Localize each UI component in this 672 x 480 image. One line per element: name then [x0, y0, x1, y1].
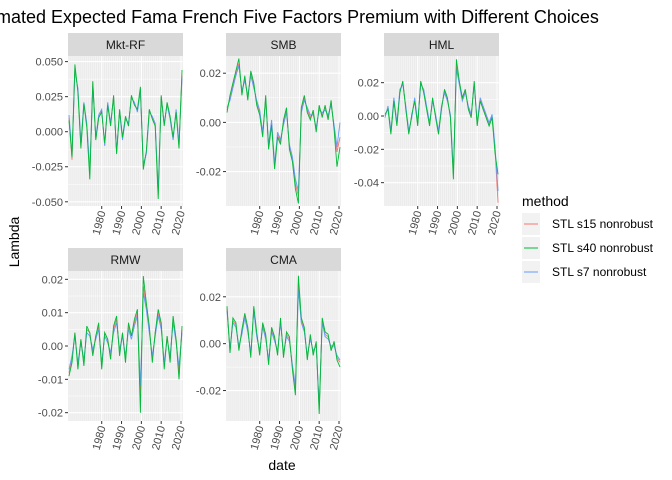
x-tick-label: 1980	[91, 425, 109, 452]
x-tick-label: 2010	[308, 425, 326, 452]
y-axis-label: Lambda	[6, 216, 22, 267]
facet-strip-label: CMA	[270, 253, 297, 267]
x-axis-label: date	[268, 457, 295, 473]
x-tick-label: 1980	[249, 425, 267, 452]
series-line-s40	[68, 275, 183, 413]
x-tick-label: 1980	[249, 210, 267, 237]
x-tick-label: 1980	[91, 210, 109, 237]
y-tick-label: -0.025	[32, 162, 63, 174]
x-tick-label: 2010	[150, 210, 168, 237]
x-tick-label: 1990	[427, 210, 445, 237]
y-tick-label: 0.02	[200, 68, 221, 80]
x-tick-label: 2000	[130, 210, 148, 237]
x-tick-label: 2000	[130, 425, 148, 452]
chart-title: mated Expected Fama French Five Factors …	[0, 7, 599, 27]
y-tick-label: -0.02	[354, 144, 379, 156]
x-tick-label: 2010	[466, 210, 484, 237]
facet-strip	[68, 248, 183, 271]
y-tick-label: 0.00	[358, 111, 379, 123]
y-tick-label: 0.050	[35, 57, 63, 69]
y-tick-label: 0.02	[200, 292, 221, 304]
y-tick-label: 0.00	[200, 339, 221, 351]
y-tick-label: 0.02	[358, 78, 379, 90]
legend-label-s15: STL s15 nonrobust	[552, 217, 654, 231]
x-tick-label: 2000	[446, 210, 464, 237]
facet-strip	[226, 33, 341, 56]
x-tick-label: 1990	[111, 210, 129, 237]
facet-strip-label: RMW	[111, 253, 142, 267]
x-tick-label: 2010	[150, 425, 168, 452]
y-tick-label: 0.01	[42, 308, 63, 320]
x-tick-label: 2000	[288, 425, 306, 452]
y-tick-label: -0.02	[196, 386, 221, 398]
y-tick-label: 0.025	[35, 92, 63, 104]
x-tick-label: 2020	[328, 425, 346, 452]
y-tick-label: -0.02	[38, 408, 63, 420]
y-tick-label: -0.050	[32, 197, 63, 209]
legend-label-s7: STL s7 nonrobust	[552, 265, 647, 279]
x-tick-label: 2020	[170, 425, 188, 452]
series-line-s40	[68, 64, 183, 200]
x-tick-label: 2010	[308, 210, 326, 237]
x-tick-label: 2020	[486, 210, 504, 237]
y-tick-label: -0.02	[196, 167, 221, 179]
x-tick-label: 2000	[288, 210, 306, 237]
facet-strip	[226, 248, 341, 271]
x-tick-label: 2020	[170, 210, 188, 237]
series-line-s40	[226, 58, 341, 204]
facet-strip	[384, 33, 499, 56]
legend-label-s40: STL s40 nonrobust	[552, 241, 654, 255]
legend-item-s7: STL s7 nonrobust	[522, 261, 647, 283]
legend-title: method	[522, 193, 569, 209]
series-line-s40	[226, 275, 341, 415]
facet-hml: HML 0.02 0.00 -0.02 -0.04 1980 1990 2000 2010 202…	[354, 33, 504, 236]
y-tick-label: 0.02	[42, 274, 63, 286]
x-tick-label: 1980	[407, 210, 425, 237]
facet-strip-label: SMB	[270, 38, 296, 52]
x-tick-label: 1990	[111, 425, 129, 452]
facet-strip-label: Mkt-RF	[106, 38, 145, 52]
facet-strip	[68, 33, 183, 56]
y-tick-label: -0.01	[38, 374, 63, 386]
y-tick-label: -0.04	[354, 178, 379, 190]
y-tick-label: 0.00	[42, 341, 63, 353]
y-tick-label: 0.00	[200, 117, 221, 129]
series-line-s40	[384, 59, 499, 180]
legend: method STL s15 nonrobust STL s40 nonrobu…	[522, 193, 654, 283]
x-tick-label: 1990	[269, 425, 287, 452]
facet-rmw: RMW 0.02 0.01 0.00 -0.01 -0.02 1980 1990 2000 201…	[38, 248, 188, 451]
y-tick-label: 0.000	[35, 127, 63, 139]
x-tick-label: 2020	[328, 210, 346, 237]
legend-item-s15: STL s15 nonrobust	[522, 213, 654, 235]
x-tick-label: 1990	[269, 210, 287, 237]
facet-smb: SMB 0.02 0.00 -0.02 1980 1990 2000 2010 2020	[196, 33, 346, 236]
facet-strip-label: HML	[429, 38, 455, 52]
facet-mkt-rf: Mkt-RF 0.050 0.025 0.000 -0.025 -0.050 1980 199…	[32, 33, 188, 236]
legend-item-s40: STL s40 nonrobust	[522, 237, 654, 259]
facet-cma: CMA 0.02 0.00 -0.02 1980 1990 2000 2010 2020	[196, 248, 346, 451]
